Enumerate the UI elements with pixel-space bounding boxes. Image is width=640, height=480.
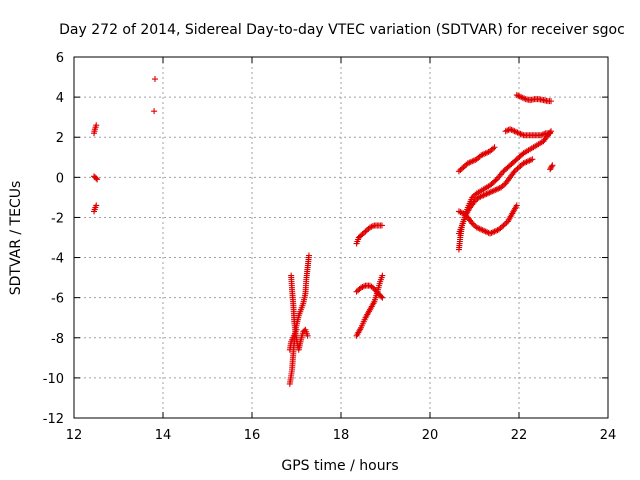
data-point <box>501 221 508 228</box>
data-point <box>458 165 465 172</box>
y-tick-label: 0 <box>56 171 64 186</box>
data-point <box>548 98 555 105</box>
data-point <box>379 272 386 279</box>
x-tick-label: 24 <box>600 428 617 443</box>
data-point <box>460 164 467 171</box>
x-tick-label: 16 <box>244 428 261 443</box>
data-point <box>362 228 369 235</box>
data-point <box>529 156 536 163</box>
data-point <box>93 175 100 182</box>
data-point <box>293 326 300 333</box>
data-point <box>547 164 554 171</box>
data-point <box>498 223 505 230</box>
data-point <box>500 222 507 229</box>
y-tick-label: -2 <box>51 211 64 226</box>
x-tick-label: 22 <box>511 428 528 443</box>
x-tick-label: 12 <box>66 428 83 443</box>
data-point <box>455 168 462 175</box>
data-point <box>519 151 526 158</box>
data-point <box>516 164 522 171</box>
data-point <box>517 162 524 169</box>
data-point <box>151 76 158 83</box>
data-point <box>378 293 385 300</box>
data-point <box>461 162 468 169</box>
y-tick-label: -10 <box>43 372 64 387</box>
data-point <box>492 177 499 184</box>
data-point <box>549 162 556 169</box>
y-tick-label: -12 <box>43 412 64 427</box>
data-point <box>378 222 385 229</box>
data-point <box>379 294 386 301</box>
x-tick-label: 14 <box>155 428 172 443</box>
data-point <box>490 145 497 152</box>
x-axis-label: GPS time / hours <box>281 458 398 474</box>
data-point <box>355 287 362 294</box>
data-point <box>360 229 367 236</box>
data-point <box>513 202 520 209</box>
x-tick-label: 20 <box>422 428 439 443</box>
data-point <box>151 108 158 115</box>
data-point <box>94 176 101 183</box>
data-point <box>547 130 554 137</box>
data-point <box>363 227 370 234</box>
y-tick-label: 6 <box>56 51 64 66</box>
data-point <box>457 166 464 173</box>
y-tick-label: -4 <box>51 252 64 267</box>
y-tick-label: 2 <box>56 131 64 146</box>
data-point <box>353 288 360 295</box>
y-tick-label: -8 <box>51 332 64 347</box>
data-point <box>548 163 555 170</box>
y-tick-label: 4 <box>56 91 64 106</box>
y-tick-label: -6 <box>51 292 64 307</box>
data-point <box>514 165 521 172</box>
data-point <box>305 252 312 259</box>
data-point <box>93 202 100 209</box>
data-point <box>457 209 464 216</box>
x-tick-label: 18 <box>333 428 350 443</box>
data-point <box>504 127 511 134</box>
data-point <box>304 332 311 339</box>
chart-title: Day 272 of 2014, Sidereal Day-to-day VTE… <box>59 22 625 38</box>
data-point <box>491 144 498 151</box>
data-series <box>91 76 556 387</box>
data-point <box>360 283 367 290</box>
data-point <box>93 122 100 129</box>
data-point <box>369 223 376 230</box>
y-axis-label: SDTVAR / TECUs <box>8 181 24 296</box>
